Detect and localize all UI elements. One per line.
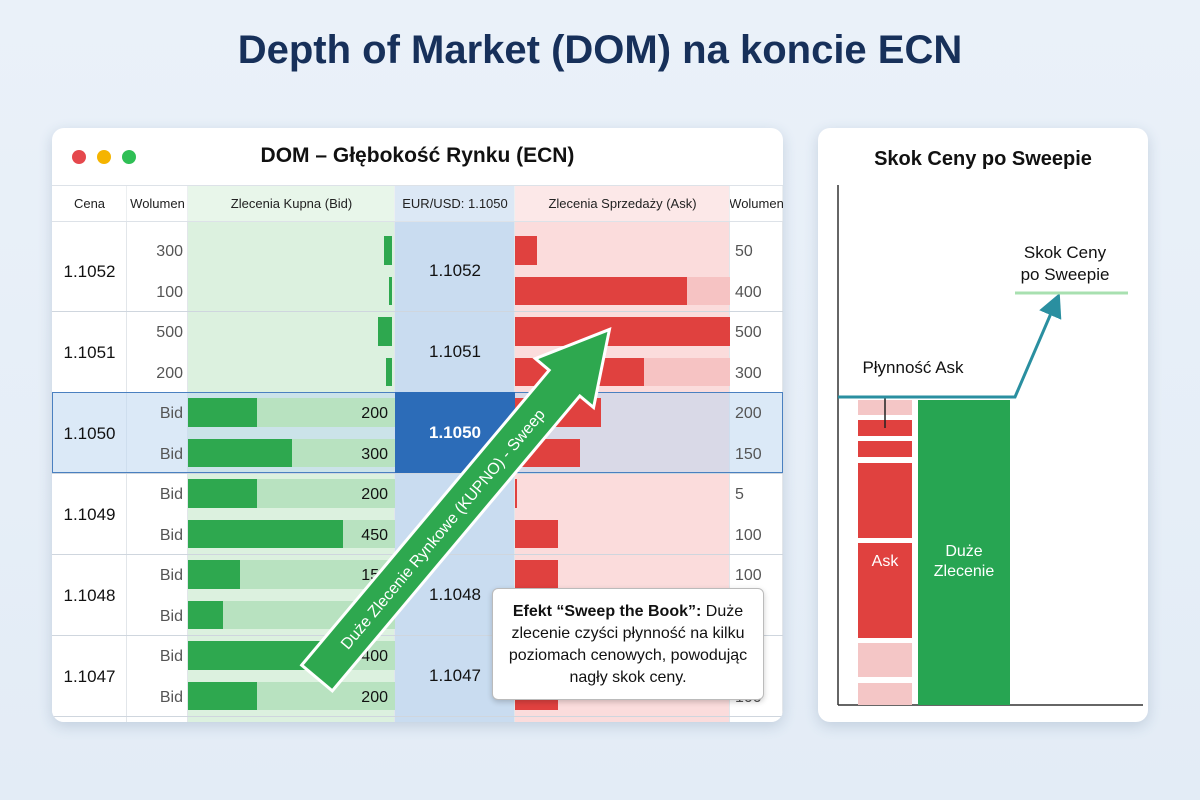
jump-label: Skok Ceny po Sweepie <box>1021 243 1110 284</box>
bid-volume: 450 <box>361 526 388 544</box>
bid-bar <box>188 398 257 427</box>
ask-bar <box>515 560 558 589</box>
price: 1.1052 <box>63 261 116 281</box>
sweep-diagram: Płynność Ask Skok Ceny po Sweepie Ask Duż… <box>837 185 1143 706</box>
volume-left: 100 <box>156 283 183 301</box>
row-divider <box>52 473 783 474</box>
bid-bar <box>188 519 344 548</box>
dom-title: DOM – Głębokość Rynku (ECN) <box>260 144 575 167</box>
bid-volume: 200 <box>361 688 388 706</box>
ask-volume: 500 <box>735 324 762 342</box>
column-header: Cena <box>73 196 106 211</box>
bid-volume: 200 <box>361 405 388 423</box>
volume-left: Bid <box>159 445 183 463</box>
dom-window: DOM – Głębokość Rynku (ECN) Cena Wolumen Z… <box>52 128 783 722</box>
column-header: Zlecenia Kupna (Bid) <box>230 196 353 211</box>
maximize-dot[interactable] <box>122 150 136 164</box>
ask-volume: 5 <box>735 486 744 504</box>
header-row <box>52 185 783 222</box>
bid-bar <box>188 479 257 508</box>
ask-bar <box>515 317 730 346</box>
volume-left: Bid <box>159 405 183 423</box>
volume-left: Bid <box>159 526 183 544</box>
order-label: Duże Zlecenie <box>934 543 995 580</box>
ask-bar <box>515 276 687 305</box>
bid-bar <box>188 560 240 589</box>
mid-price: 1.1051 <box>429 341 481 361</box>
ask-volume: 200 <box>735 405 762 423</box>
mid-price: 1.1047 <box>429 665 481 685</box>
row-divider <box>52 716 783 717</box>
row-divider <box>52 311 783 312</box>
bid-sliver <box>383 236 392 265</box>
sweep-title: Skok Ceny po Sweepie <box>874 148 1092 170</box>
bid-bar <box>188 600 223 629</box>
ask-label: Ask <box>872 553 900 570</box>
price: 1.1047 <box>63 666 116 686</box>
column-header: Wolumen <box>130 196 185 211</box>
price: 1.1050 <box>63 423 116 443</box>
close-dot[interactable] <box>72 150 86 164</box>
bid-sliver <box>389 276 392 305</box>
sweep-panel: Skok Ceny po Sweepie Płynność Ask Skok C… <box>818 128 1148 722</box>
bid-volume: 400 <box>361 648 388 666</box>
volume-left: 200 <box>156 364 183 382</box>
price: 1.1051 <box>63 342 116 362</box>
callout-bold: Efekt “Sweep the Book”: <box>512 603 702 620</box>
ask-bar <box>515 236 537 265</box>
bid-sliver <box>378 317 392 346</box>
volume-left: Bid <box>159 607 183 625</box>
volume-left: 300 <box>156 243 183 261</box>
volume-left: Bid <box>159 688 183 706</box>
price: 1.1049 <box>63 504 116 524</box>
ask-volume: 100 <box>735 567 762 585</box>
bid-volume: 300 <box>361 445 388 463</box>
ask-bar <box>515 519 558 548</box>
bid-volume: 200 <box>361 486 388 504</box>
ask-volume: 400 <box>735 283 762 301</box>
liquidity-label: Płynność Ask <box>862 358 964 377</box>
callout: Efekt “Sweep the Book”: Duże zlecenie cz… <box>492 588 764 700</box>
mid-price: 1.1048 <box>429 584 481 604</box>
bid-bar <box>188 681 257 710</box>
price: 1.1048 <box>63 585 116 605</box>
volume-left: 500 <box>156 324 183 342</box>
volume-left: Bid <box>159 486 183 504</box>
column-header: EUR/USD: 1.1050 <box>402 196 508 211</box>
ask-volume: 300 <box>735 364 762 382</box>
page-title: Depth of Market (DOM) na koncie ECN <box>237 28 963 72</box>
ask-bar <box>515 479 518 508</box>
callout-text: Duże zlecenie czyści płynność na kilku p… <box>508 603 748 686</box>
ask-volume: 150 <box>735 445 762 463</box>
volume-left: Bid <box>159 648 183 666</box>
bid-bar <box>188 438 292 467</box>
row-divider <box>52 635 783 636</box>
mid-price: 1.1052 <box>429 260 481 280</box>
bid-sliver <box>386 357 392 386</box>
minimize-dot[interactable] <box>97 150 111 164</box>
column-header: Zlecenia Sprzedaży (Ask) <box>548 196 697 211</box>
volume-left: Bid <box>159 567 183 585</box>
ask-volume: 50 <box>735 243 753 261</box>
ask-volume: 100 <box>735 526 762 544</box>
column-header: Wolumen <box>730 196 783 211</box>
